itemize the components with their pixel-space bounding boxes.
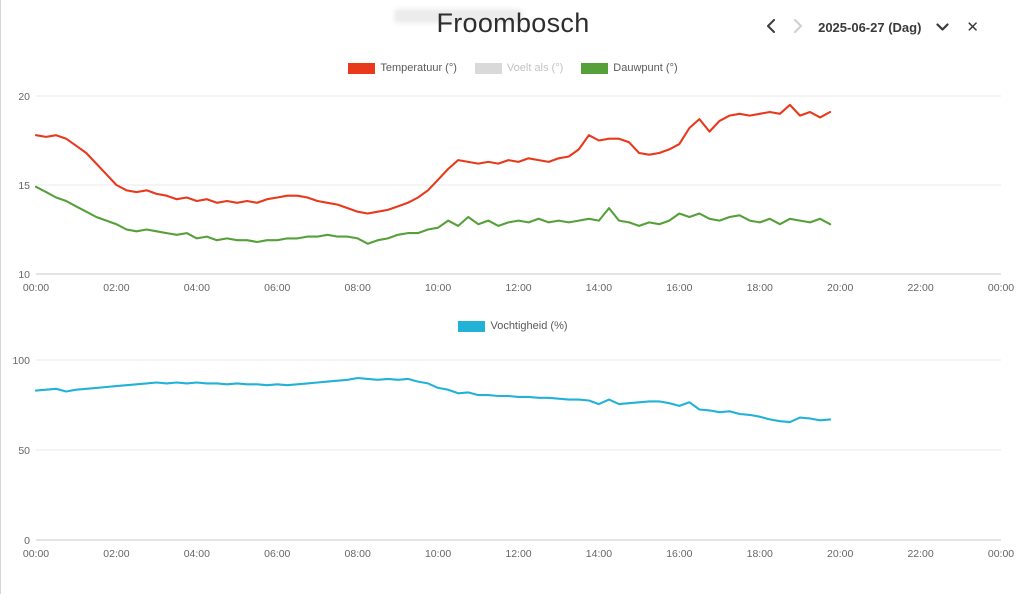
vochtigheid-swatch (458, 320, 486, 332)
svg-text:10:00: 10:00 (425, 548, 451, 560)
svg-text:04:00: 04:00 (184, 282, 210, 294)
header-controls: 2025-06-27 (Dag) ✕ (764, 16, 981, 38)
svg-text:100: 100 (12, 355, 30, 367)
prev-day-button[interactable] (764, 17, 778, 38)
voelt-als-swatch (474, 62, 502, 74)
svg-text:00:00: 00:00 (988, 282, 1014, 294)
close-button[interactable]: ✕ (964, 16, 981, 38)
svg-text:14:00: 14:00 (586, 548, 612, 560)
legend-label: Dauwpunt (°) (613, 62, 678, 74)
svg-text:20: 20 (18, 91, 30, 103)
temperature-chart-legend: Temperatuur (°) Voelt als (°) Dauwpunt (… (1, 62, 1024, 74)
svg-text:10: 10 (18, 269, 30, 281)
close-icon: ✕ (966, 19, 979, 36)
svg-text:22:00: 22:00 (907, 282, 933, 294)
svg-text:22:00: 22:00 (907, 548, 933, 560)
next-day-button[interactable] (791, 17, 805, 38)
dauwpunt-swatch (581, 62, 609, 74)
date-dropdown-button[interactable] (934, 17, 951, 38)
svg-text:20:00: 20:00 (827, 282, 853, 294)
legend-item-dauwpunt[interactable]: Dauwpunt (°) (581, 62, 678, 74)
svg-text:20:00: 20:00 (827, 548, 853, 560)
svg-text:18:00: 18:00 (747, 548, 773, 560)
legend-label: Voelt als (°) (506, 62, 564, 74)
svg-text:06:00: 06:00 (264, 282, 290, 294)
svg-text:02:00: 02:00 (103, 282, 129, 294)
svg-text:02:00: 02:00 (103, 548, 129, 560)
svg-text:04:00: 04:00 (184, 548, 210, 560)
redacted-area (394, 9, 522, 23)
svg-text:06:00: 06:00 (264, 548, 290, 560)
legend-item-temperatuur[interactable]: Temperatuur (°) (348, 62, 457, 74)
svg-text:12:00: 12:00 (505, 548, 531, 560)
svg-text:12:00: 12:00 (505, 282, 531, 294)
svg-text:14:00: 14:00 (586, 282, 612, 294)
date-label[interactable]: 2025-06-27 (Dag) (818, 19, 922, 35)
svg-text:16:00: 16:00 (666, 548, 692, 560)
temperatuur-swatch (348, 62, 376, 74)
legend-item-vochtigheid[interactable]: Vochtigheid (%) (458, 320, 568, 332)
svg-text:10:00: 10:00 (425, 282, 451, 294)
svg-text:08:00: 08:00 (345, 548, 371, 560)
chevron-left-icon (766, 18, 776, 36)
temperature-chart[interactable]: 10 15 20 00:00 02:00 04:00 06:00 08:00 10:00 12:0… (6, 86, 1016, 311)
svg-text:15: 15 (18, 180, 30, 192)
svg-text:00:00: 00:00 (23, 282, 49, 294)
svg-text:00:00: 00:00 (23, 548, 49, 560)
svg-text:0: 0 (24, 535, 30, 547)
legend-label: Temperatuur (°) (380, 62, 457, 74)
chevron-right-icon (793, 18, 803, 36)
svg-text:00:00: 00:00 (988, 548, 1014, 560)
svg-text:16:00: 16:00 (666, 282, 692, 294)
chevron-down-icon (936, 19, 950, 36)
page-title: Froombosch (436, 8, 590, 38)
legend-item-voelt-als[interactable]: Voelt als (°) (474, 62, 564, 74)
humidity-chart-legend: Vochtigheid (%) (1, 320, 1024, 332)
humidity-chart[interactable]: 0 50 100 00:00 02:00 04:00 06:00 08:00 10:00 12:0… (6, 350, 1016, 582)
legend-label: Vochtigheid (%) (490, 320, 568, 332)
svg-text:18:00: 18:00 (747, 282, 773, 294)
svg-text:08:00: 08:00 (345, 282, 371, 294)
svg-text:50: 50 (18, 445, 30, 457)
